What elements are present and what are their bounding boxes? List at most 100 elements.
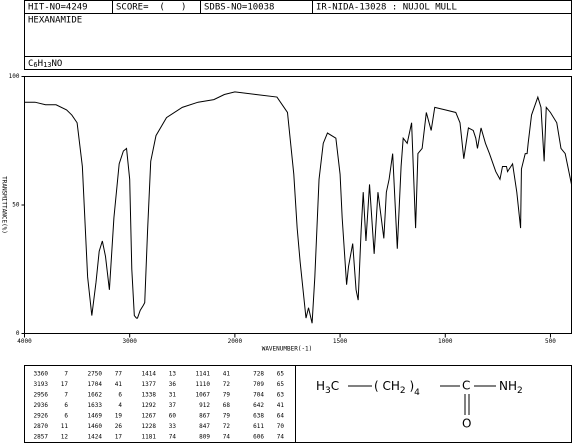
peak-transmittance: 6 — [64, 413, 68, 420]
peak-wavenumber: 1704 — [88, 381, 103, 388]
peak-transmittance: 77 — [115, 371, 123, 378]
compound-name: HEXANAMIDE — [28, 16, 82, 26]
peak-transmittance: 65 — [277, 381, 285, 388]
x-tick-label: 1500 — [333, 338, 348, 345]
peak-transmittance: 63 — [277, 392, 285, 399]
sdbs-number: SDBS-NO=10038 — [204, 3, 274, 13]
peak-wavenumber: 1067 — [196, 392, 211, 399]
structure-part: C — [331, 379, 339, 393]
peak-wavenumber: 1228 — [142, 423, 157, 430]
peak-wavenumber: 2936 — [34, 402, 49, 409]
structure-part: 4 — [414, 388, 420, 398]
structure-part: 2 — [400, 386, 406, 396]
peak-transmittance: 41 — [223, 371, 231, 378]
peak-transmittance: 4 — [118, 402, 122, 409]
peak-wavenumber: 709 — [253, 381, 264, 388]
peak-wavenumber: 1292 — [142, 402, 157, 409]
structure-amine: NH2 — [499, 379, 523, 396]
plot-frame — [24, 76, 572, 334]
structure: H3C ( CH2 )4 C NH2 O — [316, 379, 523, 431]
spectrum-line — [24, 91, 572, 324]
peak-wavenumber: 912 — [199, 402, 210, 409]
peak-transmittance: 12 — [61, 434, 69, 441]
peak-transmittance: 31 — [169, 392, 177, 399]
peak-wavenumber: 2926 — [34, 413, 49, 420]
formula-part: C — [28, 59, 33, 69]
structure-part: 3 — [325, 386, 331, 396]
x-axis-label: WAVENUMBER(-1) — [262, 346, 313, 353]
peak-wavenumber: 1110 — [196, 381, 211, 388]
x-tick-label: 2000 — [228, 338, 243, 345]
peak-transmittance: 74 — [169, 434, 177, 441]
structure-methyl: H3C — [316, 379, 339, 396]
peak-wavenumber: 1377 — [142, 381, 157, 388]
peak-transmittance: 79 — [223, 392, 231, 399]
peak-wavenumber: 867 — [199, 413, 210, 420]
formula-part: NO — [52, 59, 63, 69]
peak-wavenumber: 1469 — [88, 413, 103, 420]
peak-wavenumber: 2956 — [34, 392, 49, 399]
peak-transmittance: 36 — [169, 381, 177, 388]
peak-wavenumber: 847 — [199, 423, 210, 430]
peak-transmittance: 7 — [64, 392, 68, 399]
peak-wavenumber: 1662 — [88, 392, 103, 399]
peak-table: 33 60 7 3193 17 2956 7 2936 6 2926 6 2870 11 2857 12 27… — [34, 371, 285, 441]
peak-wavenumber: 2750 — [88, 371, 103, 378]
peak-wavenumber: 638 — [253, 413, 264, 420]
peak-wavenumber: 2870 — [34, 423, 49, 430]
peak-transmittance: 17 — [61, 381, 69, 388]
peak-transmittance: 41 — [277, 402, 285, 409]
peak-transmittance: 11 — [61, 423, 69, 430]
formula: C6H13NO — [28, 59, 62, 70]
peak-wavenumber: 704 — [253, 392, 264, 399]
structure-box — [295, 365, 572, 443]
header-box — [24, 0, 572, 70]
peak-transmittance: 68 — [223, 402, 231, 409]
peak-transmittance: 6 — [118, 392, 122, 399]
peak-wavenumber: 1633 — [88, 402, 103, 409]
peak-wavenumber: 1424 — [88, 434, 103, 441]
y-tick-label: 0 — [16, 330, 20, 337]
peak-wavenumber: 606 — [253, 434, 264, 441]
peak-transmittance: 79 — [223, 413, 231, 420]
peak-transmittance: 7 — [64, 371, 68, 378]
peak-transmittance: 37 — [169, 402, 177, 409]
peak-wavenumber: 3193 — [34, 381, 49, 388]
peak-wavenumber: 728 — [253, 371, 264, 378]
peak-wavenumber: 1181 — [142, 434, 157, 441]
formula-part: H — [38, 59, 43, 69]
score: SCORE= ( ) — [116, 3, 186, 13]
peak-transmittance: 64 — [277, 413, 285, 420]
y-tick-label: 50 — [12, 202, 20, 209]
x-tick-label: 4000 — [17, 338, 32, 345]
x-tick-label: 1000 — [438, 338, 453, 345]
x-tick-label: 500 — [545, 338, 556, 345]
peak-transmittance: 60 — [169, 413, 177, 420]
peak-transmittance: 72 — [223, 423, 231, 430]
peak-transmittance: 19 — [115, 413, 123, 420]
x-tick-label: 3000 — [122, 338, 137, 345]
y-axis-label: TRANSMITTANCE(%) — [1, 176, 8, 234]
structure-oxygen: O — [462, 417, 471, 431]
structure-part: ( CH — [374, 379, 400, 393]
peak-transmittance: 26 — [115, 423, 123, 430]
peak-wavenumber: 642 — [253, 402, 264, 409]
peak-wavenumber: 1338 — [142, 392, 157, 399]
peak-wavenumber: 1267 — [142, 413, 157, 420]
chart: TRANSMITTANCE(%) WAVENUMBER(-1) 4000 3000… — [1, 73, 572, 353]
structure-part: ) — [406, 379, 415, 393]
peak-wavenumber: 809 — [199, 434, 210, 441]
structure-carbon: C — [462, 379, 470, 393]
method: IR-NIDA-13028 : NUJOL MULL — [316, 3, 457, 13]
peak-transmittance: 33 — [169, 423, 177, 430]
y-tick-label: 100 — [9, 73, 20, 80]
structure-chain: ( CH2 )4 — [374, 379, 420, 398]
peak-wavenumber: 2857 — [34, 434, 49, 441]
peak-wavenumber: 1414 — [142, 371, 157, 378]
structure-part: 2 — [517, 386, 523, 396]
structure-part: H — [316, 379, 325, 393]
peak-transmittance: 70 — [277, 423, 285, 430]
formula-part: 6 — [33, 61, 37, 69]
peak-transmittance: 6 — [64, 402, 68, 409]
peak-wavenumber: 1141 — [196, 371, 211, 378]
